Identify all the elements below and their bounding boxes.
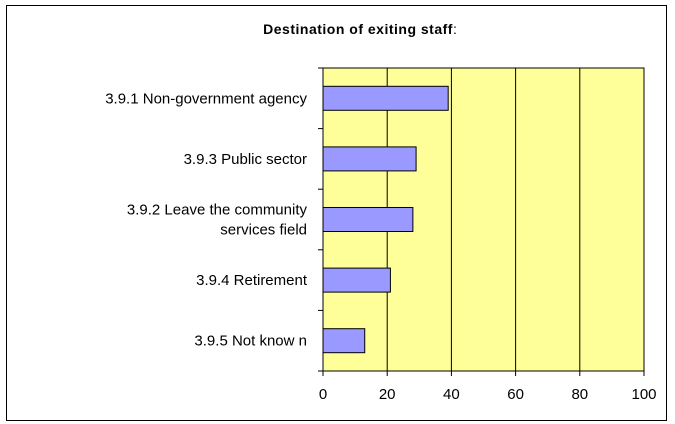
bar-2	[322, 207, 414, 232]
bar-3	[322, 267, 391, 293]
x-tick-label-3: 60	[507, 386, 524, 403]
chart-title: Destination of exiting staff:	[263, 21, 457, 37]
category-label-1: 3.9.3 Public sector	[184, 151, 307, 168]
bar-1	[322, 146, 417, 172]
category-label-0: 3.9.1 Non-government agency	[105, 90, 307, 107]
x-tick-label-5: 100	[631, 386, 656, 403]
bar-0	[322, 85, 449, 111]
category-label-2: 3.9.2 Leave the community services field	[127, 202, 308, 239]
x-tick-label-1: 20	[379, 386, 396, 403]
category-label-4: 3.9.5 Not know n	[194, 333, 307, 350]
x-tick-label-2: 40	[443, 386, 460, 403]
x-tick-label-0: 0	[319, 386, 327, 403]
category-label-3: 3.9.4 Retirement	[196, 272, 308, 289]
bar-4	[322, 328, 366, 354]
x-tick-label-4: 80	[571, 386, 588, 403]
